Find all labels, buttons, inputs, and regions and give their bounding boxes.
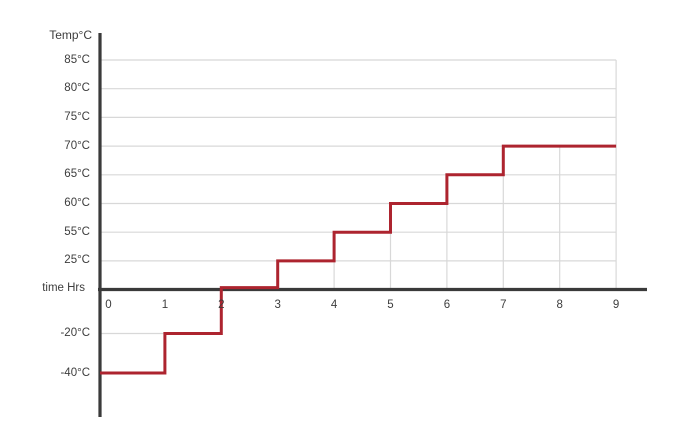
y-tick-label: -40°C bbox=[60, 366, 90, 379]
y-tick-label: 25°C bbox=[64, 254, 90, 267]
x-tick-label: 2 bbox=[218, 298, 225, 311]
x-tick-label: 6 bbox=[443, 298, 451, 311]
x-tick-label: 1 bbox=[161, 298, 169, 311]
x-tick-label: 5 bbox=[387, 298, 394, 311]
y-tick-label: -20°C bbox=[60, 327, 90, 339]
y-tick-label: 70°C bbox=[64, 139, 90, 152]
x-tick-label: 4 bbox=[330, 298, 338, 311]
y-tick-label: 55°C bbox=[64, 225, 90, 238]
y-tick-label: 85°C bbox=[64, 53, 90, 66]
x-tick-label: 3 bbox=[274, 298, 281, 311]
y-tick-label: 80°C bbox=[64, 82, 90, 95]
temperature-step-line bbox=[100, 144, 617, 375]
x-axis-title: time Hrs bbox=[42, 282, 85, 294]
x-tick-label: 7 bbox=[500, 298, 507, 311]
x-tick-label: 0 bbox=[105, 298, 112, 311]
y-tick-label: 75°C bbox=[64, 110, 90, 123]
x-tick-label: 8 bbox=[556, 298, 563, 311]
y-axis-title: Temp°C bbox=[49, 28, 92, 42]
x-tick-label: 9 bbox=[612, 298, 620, 311]
y-tick-label: 65°C bbox=[64, 168, 90, 181]
y-tick-label: 60°C bbox=[64, 197, 90, 209]
